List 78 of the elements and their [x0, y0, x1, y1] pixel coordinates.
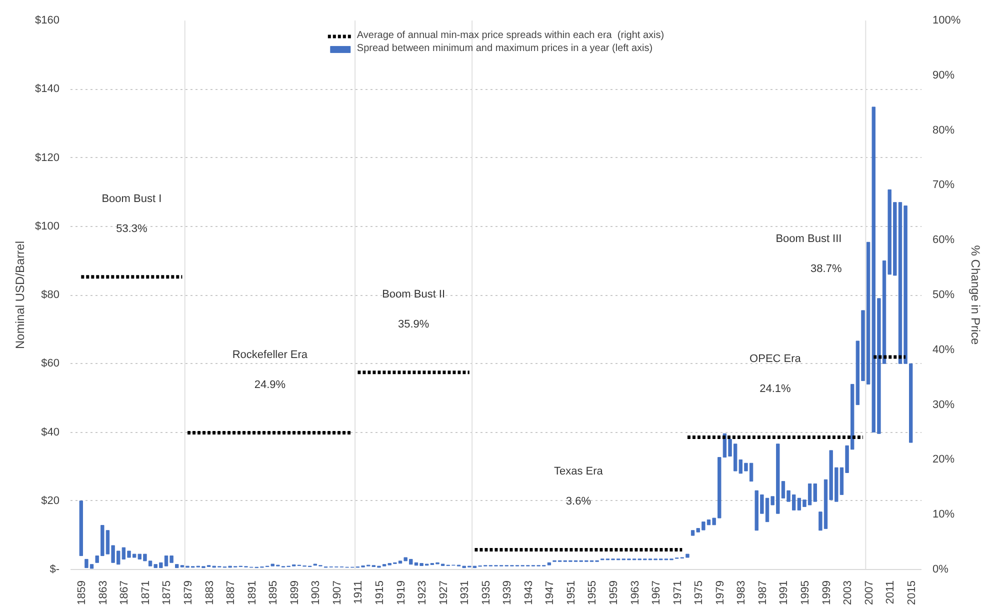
- y-tick-label: $80: [41, 289, 60, 301]
- x-tick-label: 1935: [480, 580, 492, 605]
- x-tick-label: 1863: [97, 580, 110, 605]
- y2-tick-label: 20%: [932, 454, 955, 466]
- x-tick-label: 1859: [76, 580, 88, 605]
- annotation: 35.9%: [398, 318, 430, 330]
- x-tick-label: 1887: [225, 580, 238, 605]
- annotation: OPEC Era: [750, 353, 802, 366]
- y-axis-title: Nominal USD/Barrel: [13, 240, 28, 350]
- legend-label: Spread between minimum and maximum prices in a year (left axis): [356, 43, 653, 54]
- x-tick-label: 1963: [629, 580, 642, 605]
- x-tick-label: 1899: [288, 580, 301, 605]
- x-tick-label: 1875: [161, 580, 174, 605]
- x-tick-label: 1943: [522, 580, 535, 605]
- y-tick-label: $60: [41, 358, 60, 370]
- x-tick-label: 1999: [820, 580, 833, 605]
- y-tick-label: $20: [41, 494, 60, 507]
- x-tick-label: 1927: [438, 580, 450, 605]
- x-tick-label: 1967: [650, 580, 663, 605]
- x-tick-label: 1915: [374, 580, 386, 605]
- y2-tick-label: 30%: [932, 398, 955, 411]
- x-tick-label: 2015: [906, 580, 918, 605]
- x-tick-label: 1991: [778, 580, 790, 605]
- x-tick-label: 1867: [118, 580, 131, 605]
- x-tick-label: 2011: [884, 580, 897, 604]
- annotation: 3.6%: [566, 496, 592, 508]
- annotation: 24.9%: [254, 378, 286, 391]
- x-tick-label: 1883: [204, 580, 216, 605]
- y2-tick-label: 10%: [932, 508, 955, 521]
- annotation: Boom Bust II: [382, 288, 446, 300]
- x-tick-label: 1911: [352, 580, 365, 604]
- y-tick-label: $-: [50, 564, 60, 576]
- x-tick-label: 1983: [736, 580, 748, 605]
- x-tick-label: 1923: [416, 580, 429, 605]
- x-tick-label: 1995: [799, 580, 812, 605]
- x-tick-label: 1919: [395, 580, 408, 605]
- legend-label: Average of annual min-max price spreads within each era (right axis): [356, 30, 664, 41]
- x-tick-label: 1903: [310, 580, 322, 605]
- annotation: 53.3%: [116, 222, 148, 235]
- annotation: Texas Era: [554, 466, 604, 478]
- annotation: 38.7%: [810, 263, 842, 276]
- x-tick-label: 1947: [544, 580, 556, 605]
- y2-tick-label: 50%: [932, 289, 955, 301]
- y2-tick-label: 100%: [932, 14, 961, 26]
- bar: [547, 562, 552, 566]
- y2-tick-label: 70%: [932, 179, 955, 192]
- y-tick-label: $120: [35, 152, 60, 164]
- x-tick-label: 1939: [502, 580, 514, 605]
- x-tick-label: 1931: [459, 580, 472, 605]
- x-tick-label: 1871: [140, 580, 152, 605]
- x-tick-label: 1907: [331, 580, 344, 605]
- x-tick-label: 2007: [863, 580, 876, 605]
- annotation: Boom Bust III: [776, 233, 842, 246]
- x-tick-label: 1879: [182, 580, 195, 605]
- y2-tick-label: 90%: [932, 69, 955, 82]
- y2-tick-label: 60%: [932, 234, 955, 246]
- x-tick-label: 1895: [268, 580, 280, 605]
- x-tick-label: 1951: [565, 580, 578, 605]
- y2-axis-title: % Change in Price: [968, 245, 983, 346]
- x-tick-label: 1987: [756, 580, 769, 605]
- x-tick-label: 1971: [672, 580, 684, 605]
- x-tick-label: 1959: [608, 580, 620, 605]
- x-tick-label: 1979: [714, 580, 726, 605]
- x-tick-label: 1975: [693, 580, 706, 605]
- annotation: 24.1%: [760, 383, 792, 396]
- bar: [79, 500, 83, 556]
- y-tick-label: $160: [35, 14, 60, 26]
- y-tick-label: $100: [35, 220, 60, 232]
- y2-tick-label: 80%: [932, 124, 955, 136]
- x-tick-label: 2003: [842, 580, 854, 605]
- x-tick-label: 1955: [586, 580, 599, 605]
- y-tick-label: $140: [35, 83, 60, 96]
- y2-tick-label: 40%: [932, 344, 955, 356]
- annotation: Rockefeller Era: [232, 348, 308, 361]
- x-tick-label: 1891: [246, 580, 258, 605]
- annotation: Boom Bust I: [102, 192, 162, 205]
- y-tick-label: $40: [41, 426, 60, 438]
- y2-tick-label: 0%: [932, 564, 949, 576]
